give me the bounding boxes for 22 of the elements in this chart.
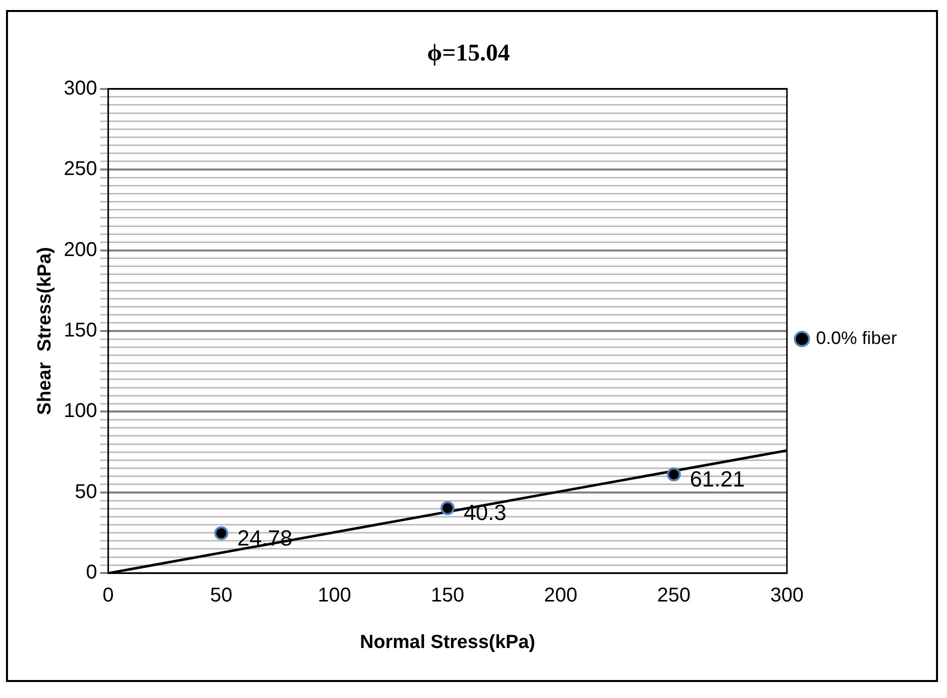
x-tick-label: 250 xyxy=(657,584,691,607)
x-tick-label: 300 xyxy=(770,584,804,607)
legend-label: 0.0% fiber xyxy=(816,328,898,348)
y-tick-label: 300 xyxy=(64,77,98,100)
y-tick-label: 150 xyxy=(64,320,98,342)
y-tick-label: 0 xyxy=(86,562,98,584)
x-tick-label: 50 xyxy=(210,584,232,607)
point xyxy=(214,526,228,540)
y-tick-label: 50 xyxy=(74,480,98,503)
point xyxy=(440,501,455,516)
data-label: 61.21 xyxy=(690,466,745,492)
y-axis-title: Shear Stress(kPa) xyxy=(34,247,56,415)
chart-title: ϕ=15.04 xyxy=(427,40,510,67)
y-tick-label: 100 xyxy=(64,400,98,422)
y-tick-label: 250 xyxy=(64,158,98,180)
x-tick-label: 100 xyxy=(318,584,352,607)
x-tick-label: 150 xyxy=(430,584,464,607)
x-axis-title: Normal Stress(kPa) xyxy=(360,632,536,653)
x-tick-label: 200 xyxy=(544,584,578,607)
point xyxy=(666,467,681,482)
x-tick-label: 0 xyxy=(102,584,114,607)
y-tick-label: 200 xyxy=(64,238,98,261)
